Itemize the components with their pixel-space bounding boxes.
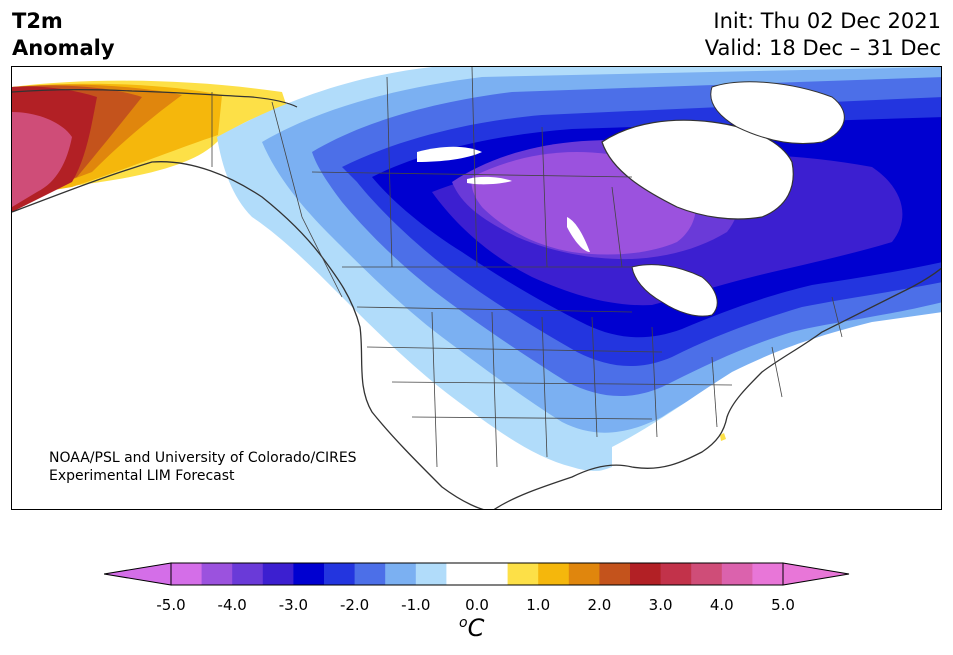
colorbar-segment (477, 563, 509, 585)
great-slave-lake (467, 176, 512, 185)
colorbar-segment (568, 563, 600, 585)
great-bear-lake (417, 146, 482, 162)
colorbar-segment (599, 563, 631, 585)
title-type: Anomaly (12, 36, 115, 60)
valid-range: Valid: 18 Dec – 31 Dec (704, 36, 941, 60)
alaska-anomaly-pink (12, 112, 72, 207)
init-date: Init: Thu 02 Dec 2021 (713, 9, 941, 33)
coastline-gulf (493, 267, 941, 509)
colorbar-tick-label: -2.0 (339, 596, 370, 614)
colorbar-tick-label: 3.0 (648, 596, 673, 614)
colorbar-tick-label: 1.0 (526, 596, 551, 614)
southeast-neutral (612, 312, 941, 509)
florida-warm (720, 433, 726, 441)
colorbar-segment (293, 563, 325, 585)
anomaly-map: NOAA/PSL and University of Colorado/CIRE… (11, 66, 942, 510)
hudson-bay (601, 119, 794, 220)
arctic-islands (710, 81, 845, 145)
colorbar-tick-label: 2.0 (587, 596, 612, 614)
map-canvas (12, 67, 941, 509)
pacific-ocean (12, 187, 421, 509)
colorbar-segment (538, 563, 570, 585)
colorbar-segment (171, 563, 203, 585)
title-variable: T2m (12, 9, 63, 33)
colorbar-tick-label: -3.0 (278, 596, 309, 614)
colorbar-tick-label: -1.0 (401, 596, 431, 614)
colorbar-outline (170, 562, 784, 586)
colorbar-tick-label: -4.0 (217, 596, 247, 614)
credit-org: NOAA/PSL and University of Colorado/CIRE… (49, 450, 357, 466)
colorbar-segment (752, 563, 784, 585)
political-borders (211, 67, 843, 468)
colorbar-segment (721, 563, 753, 585)
map-credit: NOAA/PSL and University of Colorado/CIRE… (49, 449, 357, 485)
colorbar-extend-low (104, 562, 172, 586)
lake-winnipeg (567, 217, 590, 252)
colorbar-segment (630, 563, 662, 585)
map-title: T2m Anomaly (12, 8, 115, 62)
forecast-dates: Init: Thu 02 Dec 2021 Valid: 18 Dec – 31… (705, 8, 941, 62)
colorbar (104, 562, 850, 586)
colorbar-segment (324, 563, 356, 585)
colorbar-segment (232, 563, 264, 585)
coastline-alaska-north (12, 89, 298, 108)
colorbar-ticks: -5.0 -4.0 -3.0 -2.0 -1.0 0.0 1.0 2.0 3.0 4.0 5.0 (0, 596, 953, 616)
colorbar-segment (201, 563, 233, 585)
colorbar-segment (660, 563, 692, 585)
colorbar-segment (262, 563, 294, 585)
colorbar-segment (691, 563, 723, 585)
coastline-west (12, 161, 485, 509)
colorbar-segment (415, 563, 447, 585)
colorbar-segment (446, 563, 478, 585)
colorbar-tick-label: 0.0 (465, 596, 489, 614)
colorbar-segment (354, 563, 386, 585)
colorbar-tick-label: -5.0 (156, 596, 186, 614)
great-lakes (631, 264, 718, 317)
degree-symbol: o (459, 615, 468, 631)
colorbar-unit: oC (459, 614, 484, 642)
unit-letter: C (467, 614, 485, 642)
colorbar-segment (507, 563, 539, 585)
colorbar-tick-label: 4.0 (709, 596, 734, 614)
credit-product: Experimental LIM Forecast (49, 468, 235, 484)
colorbar-tick-label: 5.0 (771, 596, 795, 614)
colorbar-segment (385, 563, 417, 585)
colorbar-extend-high (782, 562, 850, 586)
